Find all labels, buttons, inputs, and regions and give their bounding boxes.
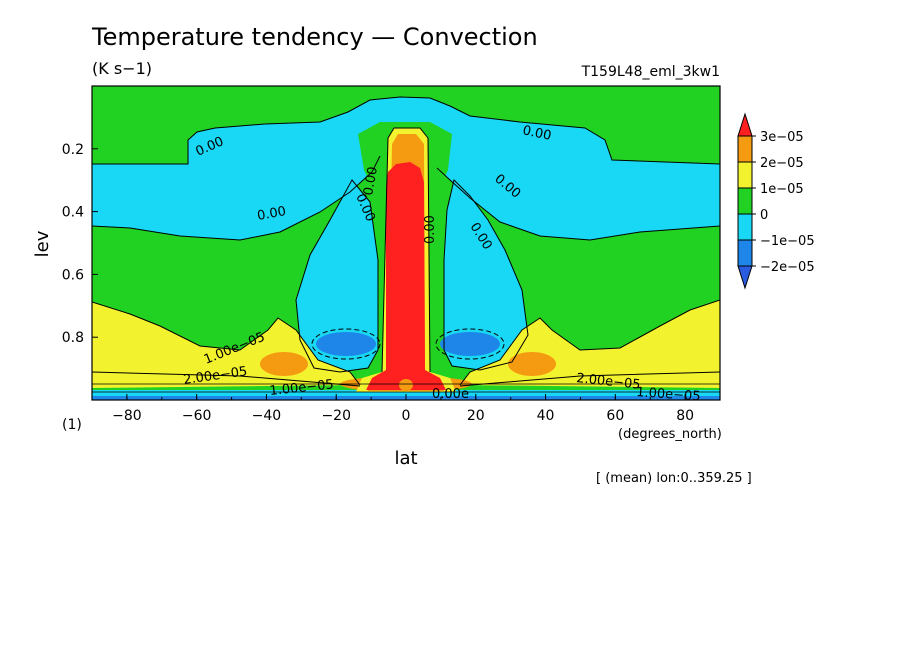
x-tick-label: −60 [182, 408, 212, 424]
x-tick-label: 0 [402, 408, 411, 424]
colorbar-segment [737, 161, 753, 189]
averaging-note: [ (mean) lon:0..359.25 ] [596, 471, 752, 486]
colorbar-label: 0 [760, 208, 768, 223]
experiment-label: T159L48_eml_3kw1 [581, 64, 720, 80]
y-tick-label: 0.6 [62, 267, 84, 283]
cooling-core-north [440, 332, 500, 356]
x-tick-label: −20 [321, 408, 351, 424]
contour-label: 0.00 [361, 166, 381, 197]
colorbar-segment [737, 265, 753, 290]
x-tick-label: −40 [252, 408, 282, 424]
x-tick-label: 20 [467, 408, 485, 424]
x-tick-label: 60 [606, 408, 624, 424]
colorbar-label: 2e−05 [760, 156, 804, 171]
contour-label: 2.00e−05 [576, 371, 642, 393]
chart-units: (K s−1) [92, 59, 152, 78]
cooling-core-south [316, 332, 376, 356]
contour-label: 1.00e−05 [269, 377, 335, 399]
x-axis: −80 −60 −40 −20 0 20 40 60 80 [91, 394, 721, 424]
x-units-label: (degrees_north) [618, 427, 722, 442]
contour-label: 0.00 [521, 123, 552, 144]
colorbar-label: 1e−05 [760, 182, 804, 197]
chart-title: Temperature tendency — Convection [91, 23, 538, 51]
x-tick-label: 40 [537, 408, 555, 424]
colorbar: 3e−05 2e−05 1e−05 0 −1e−05 −2e−05 [737, 112, 815, 290]
colorbar-label: −1e−05 [760, 234, 815, 249]
y-tick-label: 0.8 [62, 330, 84, 346]
colorbar-label: −2e−05 [760, 260, 815, 275]
colorbar-label: 3e−05 [760, 130, 804, 145]
y-units-label: (1) [62, 417, 82, 433]
x-tick-label: 80 [676, 408, 694, 424]
colorbar-segment [737, 135, 753, 163]
colorbar-segment [737, 112, 753, 137]
surface-hotspot [399, 379, 413, 391]
y-tick-label: 0.4 [62, 205, 84, 221]
y-axis-title: lev [32, 230, 53, 257]
contour-label: 0.00e [432, 387, 469, 402]
heating-patch-south [260, 352, 308, 376]
y-tick-label: 0.2 [62, 142, 84, 158]
upper-convection-orange [394, 138, 422, 158]
heating-patch-north [508, 352, 556, 376]
plot-area: 0.00 0.00 0.00 0.00 0.00 0.00 0.00 0.00 … [92, 86, 720, 404]
contour-label: 1.00e−05 [636, 385, 701, 404]
negative-contours [311, 328, 505, 360]
contour-label: 0.00 [256, 204, 287, 224]
contour-label: 0.00 [423, 215, 438, 244]
upper-cooling-band [92, 97, 720, 240]
y-axis: 0.2 0.4 0.6 0.8 [62, 142, 98, 346]
x-axis-title: lat [394, 448, 417, 469]
colorbar-segment [737, 187, 753, 215]
colorbar-segment [737, 239, 753, 267]
colorbar-segment [737, 213, 753, 241]
cooling-lobe-north [444, 180, 528, 370]
x-tick-label: −80 [112, 408, 142, 424]
cooling-lobe-south [296, 180, 378, 372]
contour-lines [92, 96, 720, 393]
